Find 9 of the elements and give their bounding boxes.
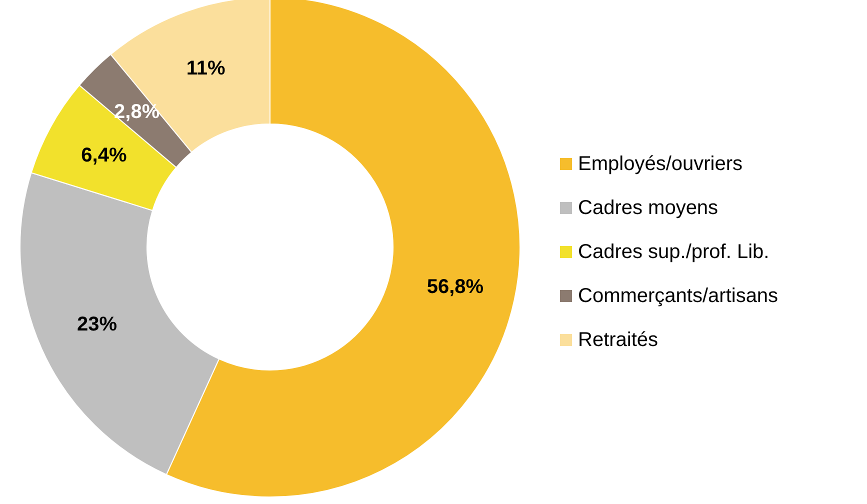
legend-label: Retraités <box>578 329 658 351</box>
data-label: 6,4% <box>81 144 127 167</box>
data-label: 11% <box>186 58 226 80</box>
legend-label: Commerçants/artisans <box>578 285 778 307</box>
legend-label: Employés/ouvriers <box>578 153 743 175</box>
data-label: 56,8% <box>426 276 484 298</box>
data-label: 23% <box>77 313 118 336</box>
legend-label: Cadres sup./prof. Lib. <box>578 241 770 263</box>
legend-label: Cadres moyens <box>578 197 718 219</box>
